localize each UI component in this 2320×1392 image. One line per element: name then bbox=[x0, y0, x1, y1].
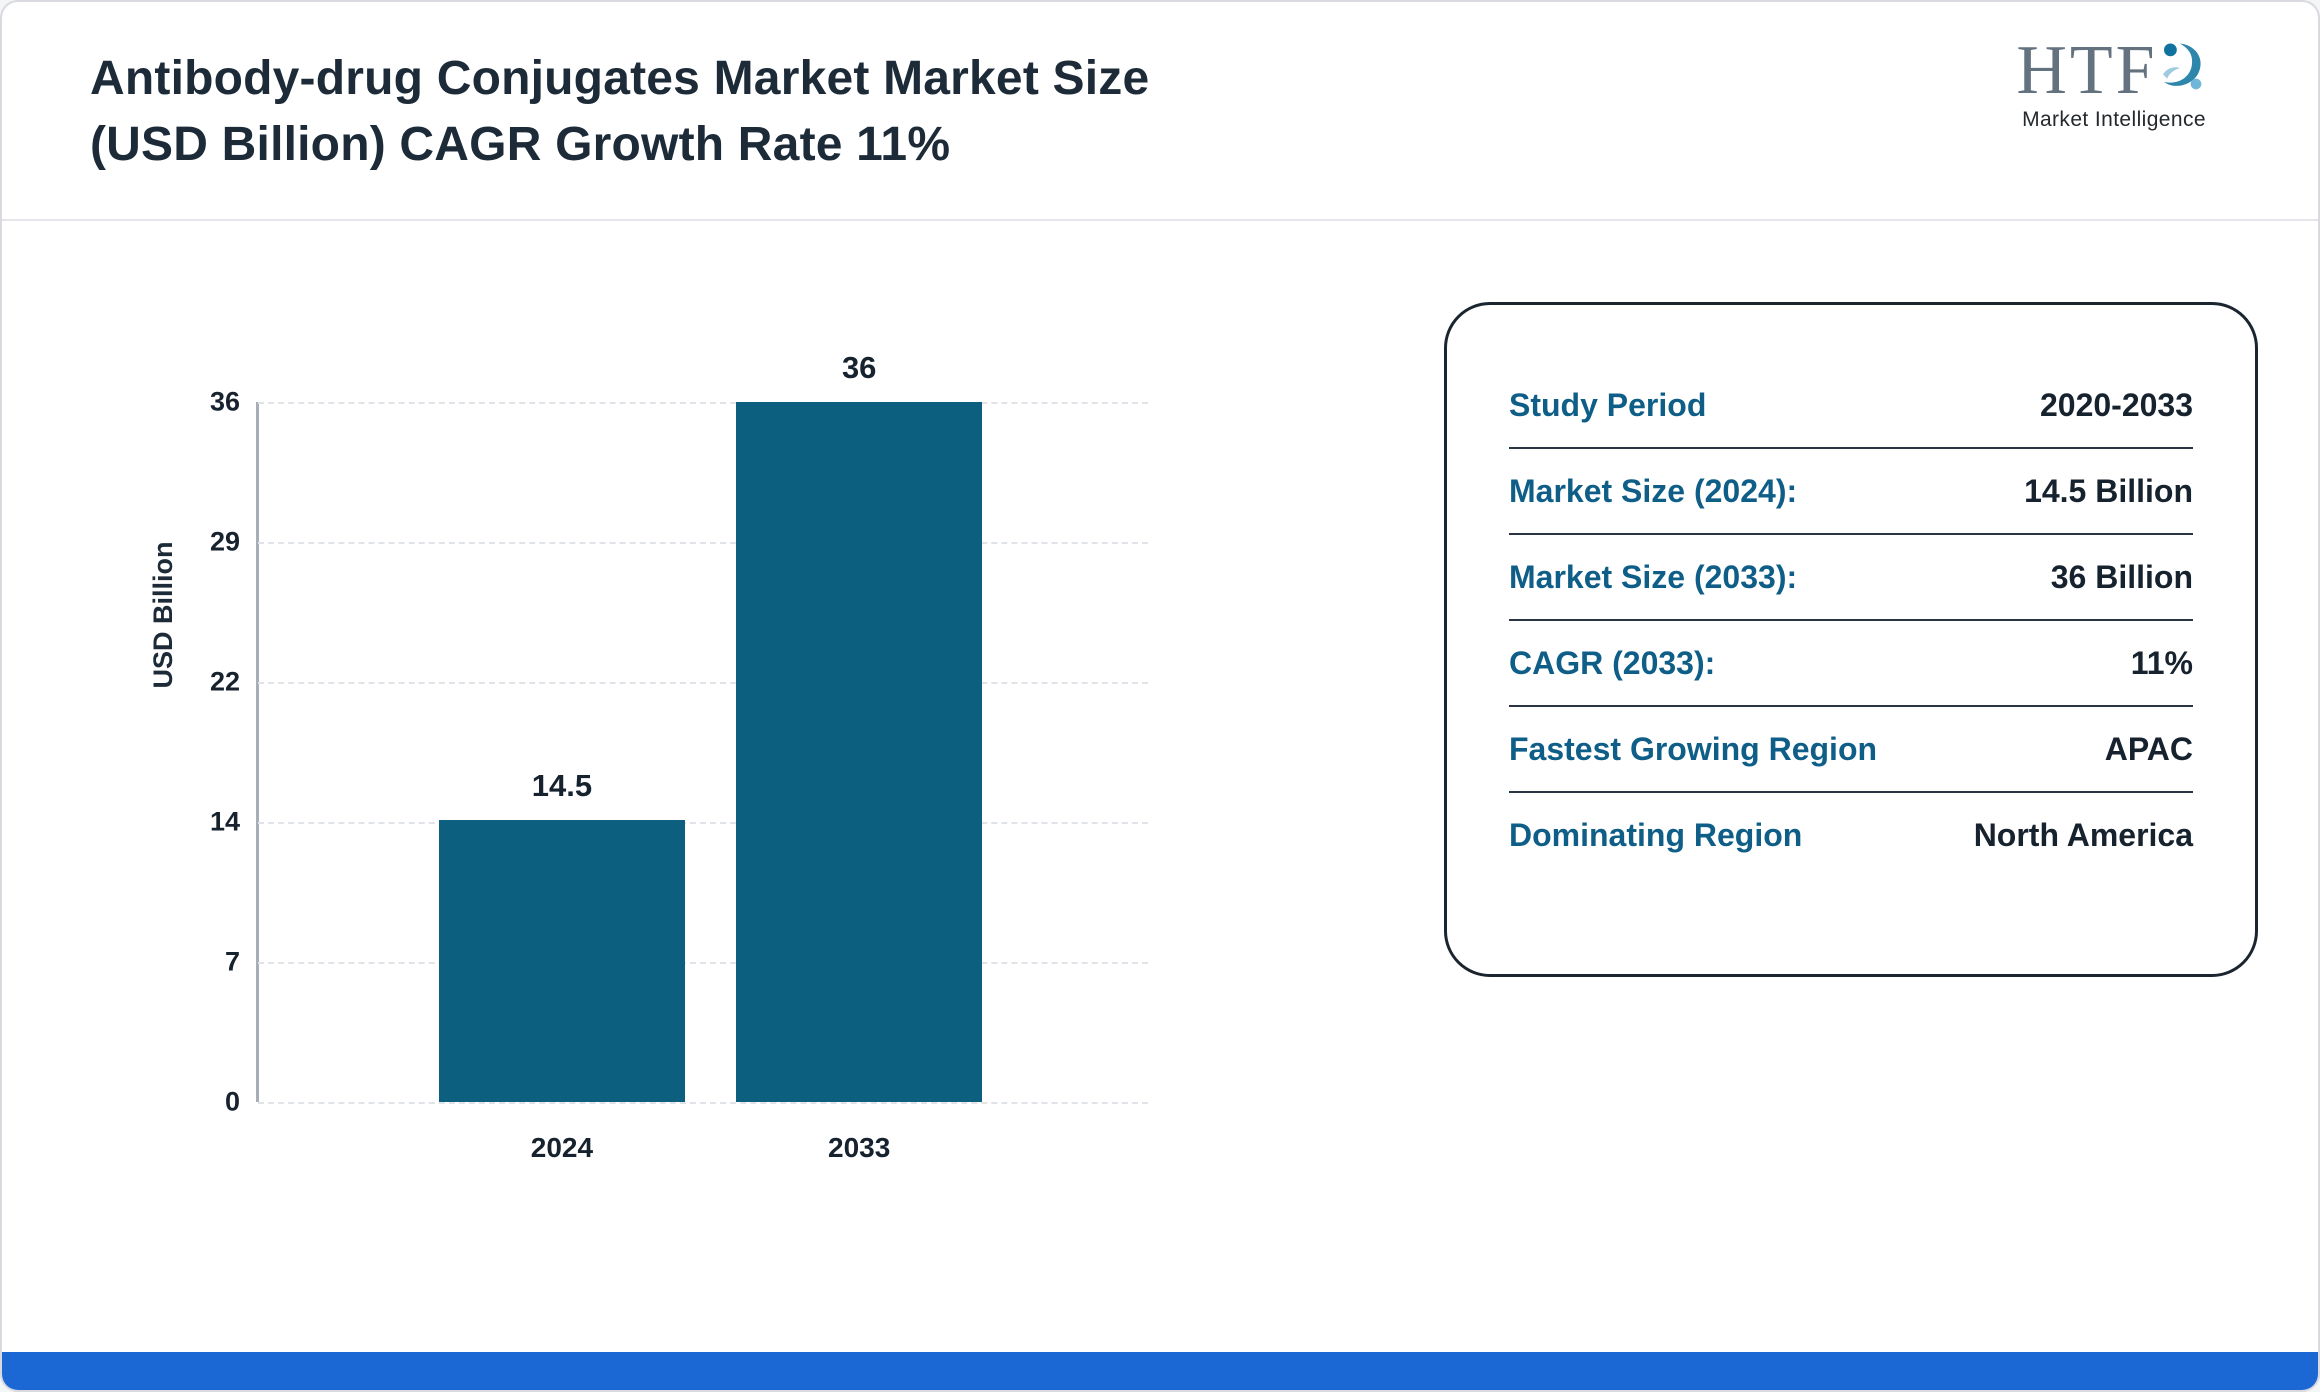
info-row-value: APAC bbox=[2104, 731, 2193, 767]
bar-chart: USD Billion 0 7 14 22 29 36 14.5 2024 36 2033 bbox=[148, 332, 1212, 1212]
brand-swoosh-icon bbox=[2162, 43, 2201, 90]
info-row-label: Market Size (2033): bbox=[1509, 559, 1798, 595]
bar-value-label: 36 bbox=[841, 350, 877, 385]
y-axis-ticks: 0 7 14 22 29 36 bbox=[182, 387, 248, 1117]
brand-logo-row: HTF bbox=[1984, 36, 2244, 106]
market-summary-panel: Study Period 2020-2033 Market Size (2024):… bbox=[1444, 302, 2258, 977]
page-title: Antibody-drug Conjugates Market Market S… bbox=[90, 52, 1150, 172]
y-tick-label: 36 bbox=[209, 386, 240, 417]
brand-logo: HTF Market Intelligence bbox=[1984, 36, 2244, 132]
bottom-accent-strip bbox=[2, 1352, 2318, 1390]
bar-value-label: 14.5 bbox=[531, 768, 593, 804]
info-row-label: Market Size (2024): bbox=[1509, 473, 1798, 509]
info-row-label: CAGR (2033): bbox=[1509, 645, 1716, 681]
info-row-value: 2020-2033 bbox=[2039, 387, 2193, 423]
y-tick-label: 22 bbox=[209, 666, 240, 697]
info-row-value: 36 Billion bbox=[2050, 559, 2193, 595]
plot-area: 14.5 2024 36 2033 bbox=[256, 350, 1148, 1163]
header: Antibody-drug Conjugates Market Market S… bbox=[2, 2, 2318, 221]
gridline bbox=[258, 1102, 1148, 1104]
x-tick-label: 2033 bbox=[828, 1132, 891, 1163]
info-row: Market Size (2024): 14.5 Billion bbox=[1509, 449, 2193, 535]
y-tick-label: 14 bbox=[209, 806, 240, 837]
info-row-label: Fastest Growing Region bbox=[1509, 731, 1878, 767]
gridline bbox=[258, 822, 1148, 824]
y-axis-line bbox=[256, 402, 259, 1102]
gridline bbox=[258, 542, 1148, 544]
info-row-label: Dominating Region bbox=[1509, 817, 1803, 853]
info-row-value: 11% bbox=[2130, 645, 2193, 681]
market-summary-rows: Study Period 2020-2033 Market Size (2024):… bbox=[1509, 363, 2193, 877]
y-tick-label: 29 bbox=[209, 526, 240, 557]
y-tick-label: 7 bbox=[224, 946, 240, 977]
info-row-value: North America bbox=[1973, 817, 2193, 853]
chart-bar bbox=[735, 402, 983, 1102]
x-tick-label: 2024 bbox=[530, 1132, 594, 1163]
brand-logo-text: HTF bbox=[2016, 32, 2158, 109]
info-row-value: 14.5 Billion bbox=[2024, 473, 2193, 509]
brand-logo-subtext: Market Intelligence bbox=[2022, 108, 2206, 131]
gridline bbox=[258, 682, 1148, 684]
gridline bbox=[258, 962, 1148, 964]
info-row-label: Study Period bbox=[1509, 387, 1707, 423]
info-row: Dominating Region North America bbox=[1509, 793, 2193, 877]
info-row: Market Size (2033): 36 Billion bbox=[1509, 535, 2193, 621]
y-tick-label: 0 bbox=[224, 1086, 240, 1117]
info-row: Study Period 2020-2033 bbox=[1509, 363, 2193, 449]
y-axis-title: USD Billion bbox=[148, 541, 178, 689]
info-row: CAGR (2033): 11% bbox=[1509, 621, 2193, 707]
chart-bar bbox=[438, 820, 686, 1102]
info-row: Fastest Growing Region APAC bbox=[1509, 707, 2193, 793]
gridline bbox=[258, 402, 1148, 404]
